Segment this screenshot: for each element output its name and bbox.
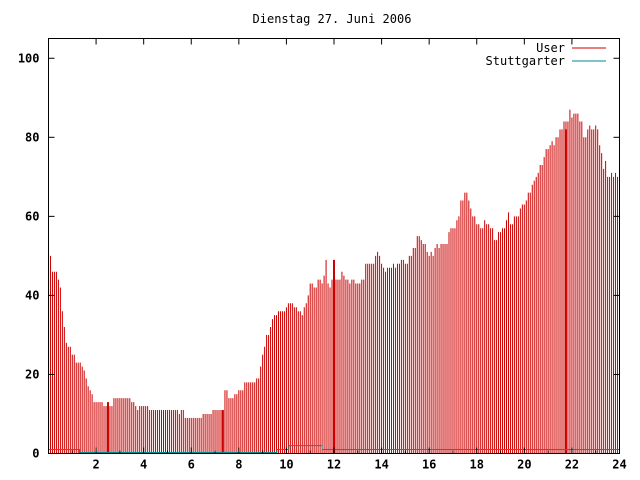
x-tick-label: 8 [235,458,242,472]
x-tick-label: 10 [279,458,293,472]
user-series [48,109,619,454]
chart-title: Dienstag 27. Juni 2006 [253,12,412,26]
x-tick-label: 12 [327,458,341,472]
y-tick-label: 80 [25,130,39,144]
x-tick-label: 24 [612,458,626,472]
stuttgarter-series-line [48,445,620,453]
legend: User Stuttgarter [486,41,606,68]
x-tick-label: 4 [140,458,147,472]
x-axis: 2 4 6 8 10 12 14 16 18 20 22 24 [71,38,627,472]
legend-label-user: User [536,41,565,55]
y-tick-label: 60 [25,209,39,223]
x-tick-label: 22 [565,458,579,472]
x-tick-label: 14 [374,458,388,472]
y-tick-label: 40 [25,288,39,302]
user-spikes [106,129,567,454]
x-tick-label: 6 [188,458,195,472]
x-tick-label: 16 [422,458,436,472]
x-tick-label: 2 [92,458,99,472]
y-axis: 0 20 40 60 80 100 [18,51,620,461]
legend-label-stuttgarter: Stuttgarter [486,54,565,68]
y-tick-label: 100 [18,51,40,65]
x-tick-label: 20 [517,458,531,472]
y-tick-label: 20 [25,367,39,381]
x-tick-label: 18 [470,458,484,472]
y-tick-label: 0 [32,447,39,461]
